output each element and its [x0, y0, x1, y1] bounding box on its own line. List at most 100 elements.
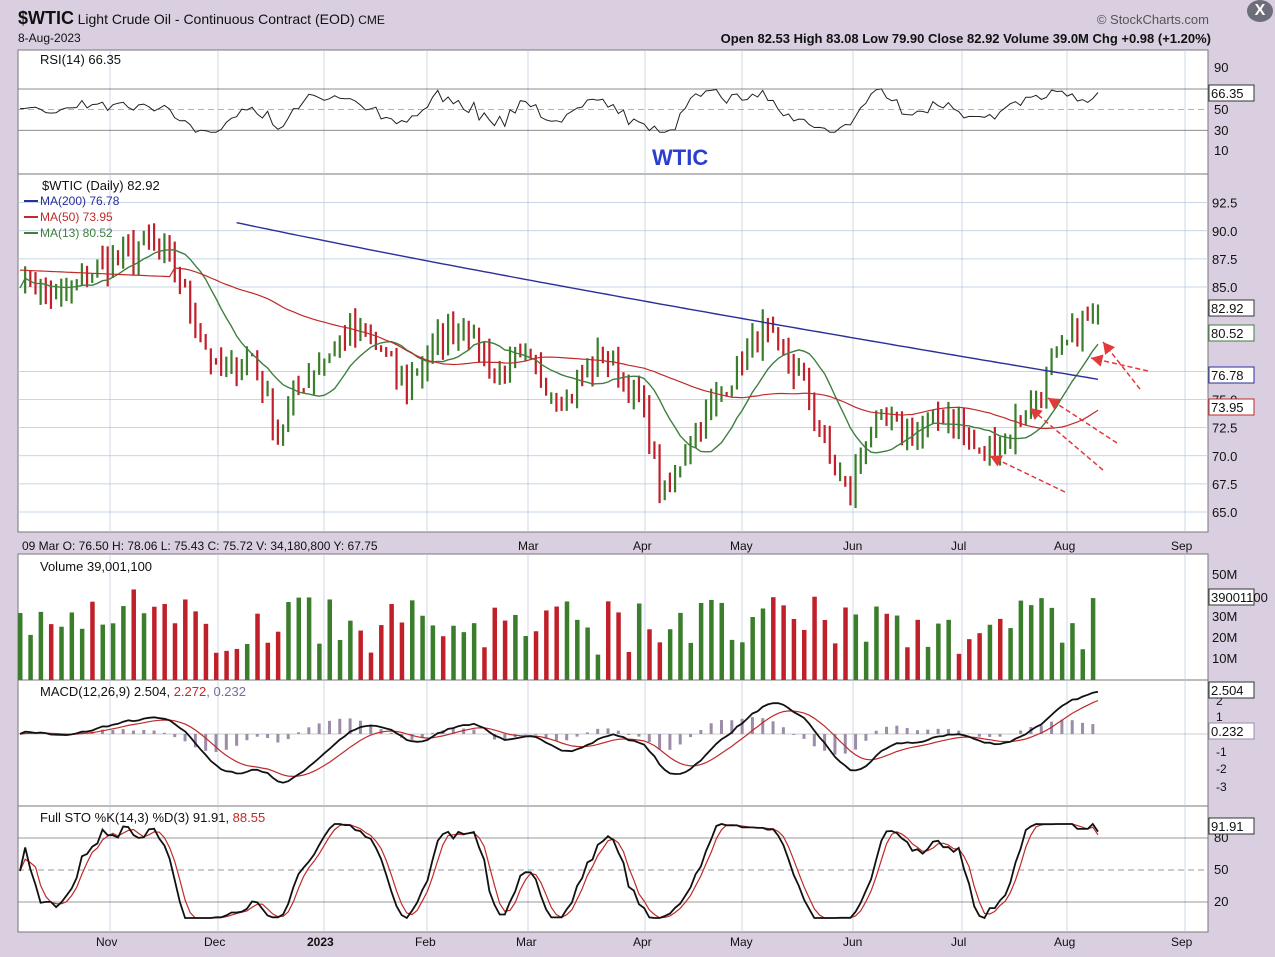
volume-bar [255, 613, 260, 680]
volume-bar [193, 611, 198, 680]
macd-histogram-bar [462, 728, 466, 734]
macd-histogram-bar [988, 734, 992, 737]
volume-bar [420, 615, 425, 680]
macd-histogram-bar [1060, 719, 1064, 734]
volume-bar [688, 642, 694, 680]
macd-histogram-bar [1081, 722, 1085, 734]
legend-ma200: MA(200) 76.78 [40, 194, 120, 208]
macd-histogram-bar [957, 730, 961, 734]
macd-histogram-bar [719, 720, 723, 734]
volume-bar [1080, 649, 1086, 680]
volume-bar [275, 631, 281, 680]
volume-bar [492, 607, 498, 680]
volume-bar [28, 634, 33, 680]
month-label-mid: Aug [1054, 539, 1075, 553]
macd-histogram-bar [183, 734, 187, 742]
macd-line [19, 690, 1099, 784]
volume-bar [791, 618, 797, 680]
chart-date: 8-Aug-2023 [18, 31, 81, 45]
rsi-line [19, 88, 1099, 133]
volume-bar [523, 636, 528, 680]
macd-histogram-bar [998, 734, 1002, 737]
volume-bar [843, 607, 848, 680]
volume-bar [1059, 642, 1065, 680]
macd-histogram-bar [864, 734, 868, 741]
volume-bar [667, 629, 673, 680]
volume-bar [214, 652, 219, 680]
volume-bar [183, 599, 188, 680]
macd-tick-label: 2 [1216, 694, 1223, 708]
volume-bar [719, 602, 724, 680]
volume-tick-label: 50M [1212, 567, 1237, 582]
rsi-value-tag: 66.35 [1211, 86, 1244, 101]
rsi-panel [17, 49, 1209, 175]
macd-histogram-bar [792, 734, 796, 735]
month-label-bottom: 2023 [307, 935, 334, 949]
macd-histogram-bar [255, 734, 259, 737]
volume-bar [306, 597, 312, 680]
macd-histogram-bar [472, 729, 476, 734]
macd-tag: 2.504 [1211, 683, 1244, 698]
macd-histogram-bar [843, 734, 847, 754]
brand-logo: © StockCharts.com [1096, 12, 1209, 27]
volume-bar [389, 603, 394, 680]
rsi-tick-label: 90 [1214, 60, 1228, 75]
volume-bar [812, 596, 817, 680]
volume-bar [987, 624, 993, 680]
price-tick-label: 72.5 [1212, 421, 1237, 436]
macd-tick-label: 1 [1216, 710, 1223, 724]
price-close-tag: 82.92 [1211, 301, 1244, 316]
volume-bar [698, 602, 704, 680]
volume-bar [79, 628, 85, 680]
volume-bar [203, 623, 209, 680]
macd-histogram-bar [162, 732, 166, 734]
macd-histogram-bar [245, 734, 249, 741]
volume-bar [678, 612, 683, 680]
close-icon[interactable]: X [1247, 0, 1273, 22]
macd-histogram-bar [637, 734, 641, 737]
volume-bar [544, 610, 549, 680]
volume-bar [967, 639, 972, 680]
macd-histogram-bar [905, 727, 909, 734]
signal-arrow [1047, 397, 1118, 444]
price-tick-label: 70.0 [1212, 449, 1237, 464]
sto-k-line [19, 822, 1099, 920]
volume-bar [636, 603, 642, 680]
signal-arrowhead [1030, 408, 1043, 421]
volume-bar [100, 624, 106, 680]
sto-tag-box [1208, 817, 1255, 835]
month-label-bottom: May [730, 935, 753, 949]
volume-bar [286, 602, 291, 680]
ma50-tag: 73.95 [1211, 400, 1244, 415]
month-label-mid: May [730, 539, 753, 553]
macd-histogram-bar [874, 730, 878, 734]
volume-bar [647, 629, 652, 680]
volume-bar [729, 639, 735, 680]
volume-bar [1008, 628, 1013, 680]
volume-bar [48, 624, 54, 680]
volume-bar [348, 620, 353, 680]
volume-bar [296, 597, 302, 680]
signal-arrowhead [990, 455, 1003, 467]
macd-histogram-bar [658, 734, 662, 750]
macd-histogram-bar [224, 734, 228, 750]
volume-bar [224, 650, 229, 680]
exchange: CME [358, 13, 385, 27]
macd-histogram-bar [493, 734, 497, 740]
macd-histogram-bar [369, 724, 373, 734]
macd-histogram-bar [204, 734, 208, 751]
volume-bar [90, 601, 95, 680]
volume-bar [234, 648, 240, 680]
volume-bar [482, 647, 487, 680]
macd-histogram-bar [420, 734, 424, 738]
macd-histogram-bar [389, 732, 393, 734]
sto-tick-label: 50 [1214, 862, 1228, 877]
macd-histogram-bar [781, 727, 785, 734]
volume-bar [832, 643, 838, 680]
ohlc-stats: Open 82.53 High 83.08 Low 79.90 Close 82… [720, 31, 1211, 46]
macd-histogram-bar [627, 734, 631, 736]
symbol: $WTIC [18, 8, 74, 28]
volume-bar [977, 633, 982, 680]
volume-bar [822, 619, 828, 680]
macd-histogram-bar [173, 734, 177, 738]
